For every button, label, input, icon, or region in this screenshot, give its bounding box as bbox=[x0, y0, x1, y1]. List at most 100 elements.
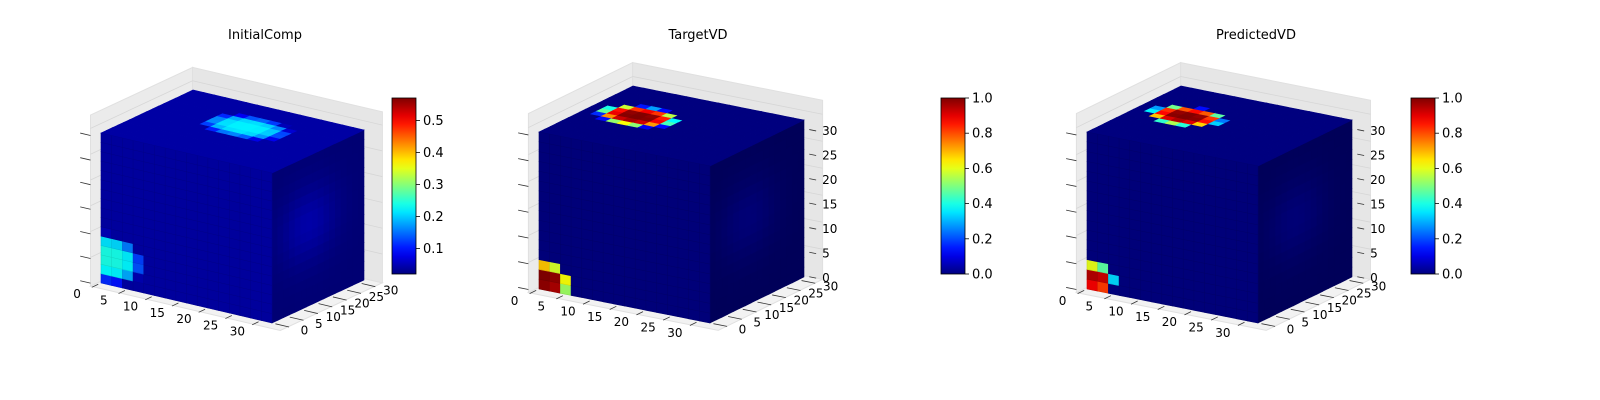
y-tick-label: 10 bbox=[764, 308, 779, 322]
voxel-cube bbox=[1086, 85, 1353, 324]
z-tick-label: 25 bbox=[1370, 148, 1385, 162]
x-tick-label: 5 bbox=[100, 293, 108, 307]
z-tick-label: 15 bbox=[1370, 198, 1385, 212]
z-tick-label: 25 bbox=[822, 148, 837, 162]
z-tick-mark bbox=[80, 132, 91, 136]
cube-face-right bbox=[709, 119, 805, 324]
x-tick-label: 25 bbox=[641, 321, 656, 335]
y-tick-label: 25 bbox=[808, 287, 823, 301]
x-tick-label: 20 bbox=[1162, 315, 1177, 329]
voxel-cell bbox=[786, 117, 805, 124]
y-tick-label: 5 bbox=[315, 317, 323, 331]
y-tick-label: 20 bbox=[354, 297, 369, 311]
voxel-cube bbox=[538, 85, 805, 324]
colorbar-tick-label: 0.3 bbox=[423, 178, 444, 193]
z-tick-mark bbox=[80, 157, 91, 161]
x-tick-label: 10 bbox=[560, 305, 575, 319]
z-tick-label: 0 bbox=[822, 271, 830, 285]
z-tick-mark bbox=[1066, 235, 1077, 239]
panel-title: PredictedVD bbox=[1216, 28, 1296, 43]
colorbar-gradient bbox=[940, 97, 966, 275]
x-tick-label: 30 bbox=[230, 325, 245, 339]
x-tick-label: 25 bbox=[1189, 321, 1204, 335]
voxel-grid bbox=[100, 132, 273, 324]
y-tick-label: 5 bbox=[1301, 315, 1309, 329]
colorbar-tick-label: 0.1 bbox=[423, 242, 444, 257]
colorbar-tick-label: 0.2 bbox=[423, 210, 444, 225]
colorbar-tick-label: 0.2 bbox=[972, 232, 993, 247]
y-tick-label: 30 bbox=[1371, 279, 1386, 293]
cube-face-front bbox=[538, 131, 711, 324]
z-tick-mark bbox=[80, 231, 91, 235]
x-tick-label: 5 bbox=[537, 299, 545, 313]
y-tick-label: 15 bbox=[340, 303, 355, 317]
z-tick-label: 20 bbox=[1370, 173, 1385, 187]
cube-face-front bbox=[100, 132, 273, 324]
x-tick-label: 25 bbox=[203, 318, 218, 332]
cube-face-top bbox=[538, 85, 805, 167]
y-tick-label: 20 bbox=[794, 294, 809, 308]
colorbar-gradient bbox=[1410, 97, 1436, 275]
z-tick-mark bbox=[80, 181, 91, 186]
colorbar: 0.0 0.2 0.4 0.6 0.8 1.0 bbox=[940, 92, 993, 283]
cube-face-top bbox=[100, 89, 365, 174]
axis-ticks: 0 5 10 15 20 25 30 0 5 10 15 20 25 30 bbox=[73, 132, 398, 339]
colorbar-gradient bbox=[391, 97, 417, 275]
cube-face-right bbox=[271, 129, 365, 324]
y-tick-label: 20 bbox=[1342, 294, 1357, 308]
voxel-grid bbox=[1086, 131, 1259, 324]
voxel-cell bbox=[346, 127, 365, 134]
z-tick-mark bbox=[1066, 209, 1077, 213]
x-tick-label: 0 bbox=[511, 294, 519, 308]
y-tick-label: 30 bbox=[823, 279, 838, 293]
z-tick-mark bbox=[518, 209, 529, 213]
cube-face-front bbox=[1086, 131, 1259, 324]
z-tick-mark bbox=[1066, 132, 1077, 136]
panel-title: TargetVD bbox=[667, 28, 727, 43]
x-tick-label: 20 bbox=[614, 315, 629, 329]
colorbar-tick-label: 0.2 bbox=[1442, 232, 1463, 247]
x-tick-label: 30 bbox=[667, 326, 682, 340]
x-tick-label: 20 bbox=[176, 312, 191, 326]
z-tick-mark bbox=[518, 235, 529, 239]
x-tick-label: 10 bbox=[123, 300, 138, 314]
z-tick-label: 5 bbox=[822, 247, 830, 261]
z-tick-mark bbox=[518, 132, 529, 136]
colorbar-tick-label: 0.6 bbox=[972, 162, 993, 177]
y-tick-label: 10 bbox=[326, 310, 341, 324]
y-tick-label: 25 bbox=[1356, 287, 1371, 301]
voxel-cell bbox=[1334, 117, 1353, 124]
colorbar-tick-label: 1.0 bbox=[972, 92, 993, 107]
x-tick-label: 0 bbox=[1059, 294, 1067, 308]
z-tick-mark bbox=[1066, 287, 1077, 290]
colorbar-tick-label: 0.6 bbox=[1442, 162, 1463, 177]
cube-face-top bbox=[1086, 85, 1353, 167]
z-tick-label: 30 bbox=[1370, 124, 1385, 138]
colorbar-tick-label: 1.0 bbox=[1442, 92, 1463, 107]
y-tick-label: 10 bbox=[1312, 308, 1327, 322]
y-tick-label: 25 bbox=[369, 290, 384, 304]
z-tick-mark bbox=[1066, 158, 1077, 162]
z-tick-mark bbox=[80, 255, 91, 259]
z-tick-label: 10 bbox=[1370, 222, 1385, 236]
colorbar: 0.0 0.2 0.4 0.6 0.8 1.0 bbox=[1410, 92, 1463, 283]
z-tick-label: 20 bbox=[822, 173, 837, 187]
colorbar-tick-label: 0.0 bbox=[1442, 268, 1463, 283]
colorbar-tick-label: 0.4 bbox=[423, 146, 444, 161]
x-tick-label: 0 bbox=[73, 287, 81, 301]
z-tick-label: 5 bbox=[1370, 247, 1378, 261]
x-tick-label: 15 bbox=[587, 310, 602, 324]
x-tick-label: 15 bbox=[1135, 310, 1150, 324]
y-tick-label: 15 bbox=[1327, 301, 1342, 315]
colorbar-tick-label: 0.0 bbox=[972, 268, 993, 283]
x-tick-label: 5 bbox=[1085, 299, 1093, 313]
y-tick-label: 0 bbox=[301, 324, 309, 338]
z-tick-label: 30 bbox=[822, 124, 837, 138]
panel-title: InitialComp bbox=[228, 28, 302, 43]
